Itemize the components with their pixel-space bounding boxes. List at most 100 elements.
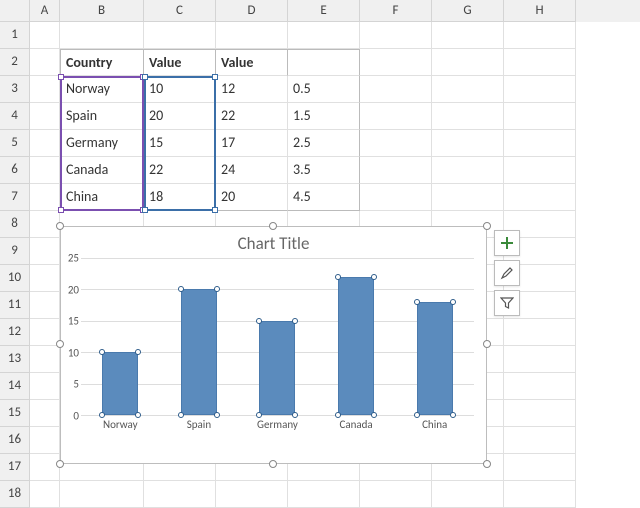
resize-handle-w[interactable]: [56, 340, 64, 348]
chart-object[interactable]: Chart Title 0510152025NorwaySpainGermany…: [60, 226, 487, 464]
cell-A10[interactable]: [30, 265, 60, 292]
row-header-15[interactable]: 15: [0, 400, 30, 427]
cell-F5[interactable]: [360, 130, 432, 157]
cell-D6[interactable]: 24: [216, 157, 288, 184]
row-header-7[interactable]: 7: [0, 184, 30, 211]
bar-china[interactable]: [417, 302, 453, 415]
cell-B7[interactable]: China: [60, 184, 144, 211]
cell-H7[interactable]: [504, 184, 576, 211]
cell-G6[interactable]: [432, 157, 504, 184]
row-header-6[interactable]: 6: [0, 157, 30, 184]
cell-B4[interactable]: Spain: [60, 103, 144, 130]
row-header-10[interactable]: 10: [0, 265, 30, 292]
cell-D4[interactable]: 22: [216, 103, 288, 130]
bar-germany[interactable]: [259, 321, 295, 415]
cell-A1[interactable]: [30, 22, 60, 49]
cell-G1[interactable]: [432, 22, 504, 49]
row-header-1[interactable]: 1: [0, 22, 30, 49]
col-header-E[interactable]: E: [288, 0, 360, 22]
col-header-G[interactable]: G: [432, 0, 504, 22]
cell-G2[interactable]: [432, 49, 504, 76]
col-header-B[interactable]: B: [60, 0, 144, 22]
cell-A3[interactable]: [30, 76, 60, 103]
col-header-C[interactable]: C: [144, 0, 216, 22]
cell-C3[interactable]: 10: [144, 76, 216, 103]
cell-H4[interactable]: [504, 103, 576, 130]
cell-A14[interactable]: [30, 373, 60, 400]
cell-G5[interactable]: [432, 130, 504, 157]
cell-A7[interactable]: [30, 184, 60, 211]
chart-plot-area[interactable]: 0510152025NorwaySpainGermanyCanadaChina: [81, 258, 474, 436]
cell-F7[interactable]: [360, 184, 432, 211]
col-header-F[interactable]: F: [360, 0, 432, 22]
cell-E6[interactable]: 3.5: [288, 157, 360, 184]
col-header-H[interactable]: H: [504, 0, 576, 22]
cell-E5[interactable]: 2.5: [288, 130, 360, 157]
cell-B18[interactable]: [60, 481, 144, 508]
cell-C7[interactable]: 18: [144, 184, 216, 211]
cell-A16[interactable]: [30, 427, 60, 454]
chart-styles-button[interactable]: [494, 260, 520, 286]
cell-H12[interactable]: [504, 319, 576, 346]
cell-H3[interactable]: [504, 76, 576, 103]
cell-H1[interactable]: [504, 22, 576, 49]
cell-H17[interactable]: [504, 454, 576, 481]
cell-C4[interactable]: 20: [144, 103, 216, 130]
cell-H6[interactable]: [504, 157, 576, 184]
cell-H5[interactable]: [504, 130, 576, 157]
resize-handle-ne[interactable]: [483, 222, 491, 230]
cell-E7[interactable]: 4.5: [288, 184, 360, 211]
row-header-14[interactable]: 14: [0, 373, 30, 400]
cell-C2[interactable]: Value: [144, 49, 216, 76]
bar-canada[interactable]: [338, 277, 374, 415]
col-header-D[interactable]: D: [216, 0, 288, 22]
row-header-13[interactable]: 13: [0, 346, 30, 373]
cell-A15[interactable]: [30, 400, 60, 427]
cell-H13[interactable]: [504, 346, 576, 373]
resize-handle-e[interactable]: [483, 340, 491, 348]
cell-E2[interactable]: [288, 49, 360, 76]
row-header-9[interactable]: 9: [0, 238, 30, 265]
cell-C5[interactable]: 15: [144, 130, 216, 157]
row-header-2[interactable]: 2: [0, 49, 30, 76]
chart-filter-button[interactable]: [494, 290, 520, 316]
bar-norway[interactable]: [102, 352, 138, 415]
cell-D18[interactable]: [216, 481, 288, 508]
cell-D7[interactable]: 20: [216, 184, 288, 211]
cell-B1[interactable]: [60, 22, 144, 49]
row-header-16[interactable]: 16: [0, 427, 30, 454]
cell-G3[interactable]: [432, 76, 504, 103]
resize-handle-se[interactable]: [483, 460, 491, 468]
resize-handle-s[interactable]: [269, 460, 277, 468]
resize-handle-nw[interactable]: [56, 222, 64, 230]
bar-spain[interactable]: [181, 289, 217, 415]
cell-A2[interactable]: [30, 49, 60, 76]
cell-B2[interactable]: Country: [60, 49, 144, 76]
cell-D3[interactable]: 12: [216, 76, 288, 103]
cell-C1[interactable]: [144, 22, 216, 49]
cell-G18[interactable]: [432, 481, 504, 508]
row-header-11[interactable]: 11: [0, 292, 30, 319]
cell-B5[interactable]: Germany: [60, 130, 144, 157]
cell-G7[interactable]: [432, 184, 504, 211]
row-header-5[interactable]: 5: [0, 130, 30, 157]
cell-H18[interactable]: [504, 481, 576, 508]
resize-handle-sw[interactable]: [56, 460, 64, 468]
row-header-3[interactable]: 3: [0, 76, 30, 103]
row-header-18[interactable]: 18: [0, 481, 30, 508]
cell-D2[interactable]: Value: [216, 49, 288, 76]
cell-D1[interactable]: [216, 22, 288, 49]
cell-F3[interactable]: [360, 76, 432, 103]
cell-F2[interactable]: [360, 49, 432, 76]
cell-E4[interactable]: 1.5: [288, 103, 360, 130]
cell-F1[interactable]: [360, 22, 432, 49]
row-header-4[interactable]: 4: [0, 103, 30, 130]
cell-A5[interactable]: [30, 130, 60, 157]
cell-A9[interactable]: [30, 238, 60, 265]
chart-title[interactable]: Chart Title: [61, 227, 486, 258]
cell-E3[interactable]: 0.5: [288, 76, 360, 103]
cell-C6[interactable]: 22: [144, 157, 216, 184]
cell-B3[interactable]: Norway: [60, 76, 144, 103]
cell-F6[interactable]: [360, 157, 432, 184]
cell-H16[interactable]: [504, 427, 576, 454]
